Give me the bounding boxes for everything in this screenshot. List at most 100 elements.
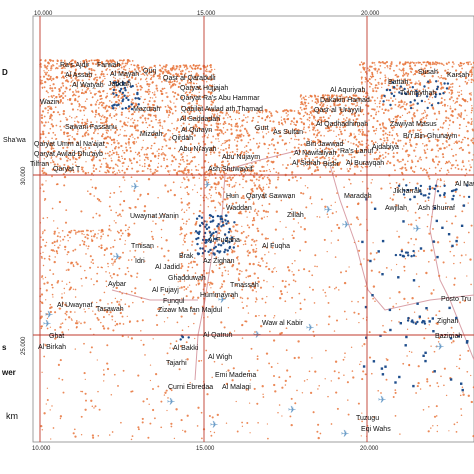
settlement-dot [457,91,459,93]
settlement-dot [462,159,464,162]
settlement-dot [406,328,409,330]
settlement-dot [201,136,204,138]
settlement-dot [262,131,264,133]
settlement-dot [331,157,334,160]
settlement-dot [324,291,327,294]
settlement-dot [455,153,457,156]
settlement-dot [261,117,264,120]
settlement-dot [237,259,239,261]
settlement-dot [210,164,213,167]
settlement-dot [349,134,352,137]
settlement-dot [44,66,47,69]
settlement-dot [181,156,183,159]
settlement-dot [77,90,80,93]
settlement-dot [261,204,264,207]
settlement-dot [104,107,107,110]
settlement-dot [333,170,335,173]
settlement-dot [158,75,161,78]
settlement-dot [118,267,121,270]
settlement-dot [104,127,107,129]
settlement-dot [376,70,379,73]
settlement-dot [108,228,111,231]
settlement-dot [183,161,185,163]
settlement-dot [82,92,85,95]
settlement-dot [66,169,69,172]
settlement-dot [198,91,200,94]
settlement-dot [466,130,469,133]
settlement-dot [435,405,438,408]
settlement-dot [245,150,248,153]
settlement-dot [145,77,148,80]
settlement-dot [276,111,279,114]
settlement-dot [169,189,172,192]
settlement-dot [115,211,117,214]
settlement-dot [281,386,284,389]
settlement-dot [305,206,308,209]
settlement-dot [155,87,158,90]
settlement-dot [181,171,184,173]
settlement-dot [181,329,184,332]
settlement-dot [339,130,342,133]
settlement-dot [452,164,455,166]
settlement-dot [165,63,168,67]
well-dot [428,187,432,191]
settlement-dot [303,137,306,140]
settlement-dot [111,61,113,63]
settlement-dot [155,118,157,121]
settlement-dot [68,98,72,101]
settlement-dot [262,209,266,213]
settlement-dot [271,143,273,145]
settlement-dot [257,109,260,113]
settlement-dot [65,209,68,212]
settlement-dot [284,379,287,383]
settlement-dot [314,254,317,257]
settlement-dot [290,137,293,140]
settlement-dot [67,240,69,242]
settlement-dot [177,86,180,88]
settlement-dot [436,382,439,384]
settlement-dot [119,301,121,303]
settlement-dot [81,285,83,287]
well-dot [224,219,227,222]
settlement-dot [222,117,225,120]
settlement-dot [436,241,440,244]
settlement-dot [85,172,87,175]
settlement-dot [336,192,338,194]
settlement-dot [93,69,96,72]
settlement-dot [152,408,155,412]
settlement-dot [421,113,423,115]
settlement-dot [130,101,133,103]
settlement-dot [89,351,92,354]
settlement-dot [74,68,78,71]
settlement-dot [268,178,271,181]
settlement-dot [46,101,48,104]
settlement-dot [108,114,112,117]
well-dot [125,96,128,100]
settlement-dot [213,151,216,154]
settlement-dot [214,206,217,209]
settlement-dot [88,125,91,128]
settlement-dot [377,390,380,392]
settlement-dot [179,65,181,67]
settlement-dot [128,206,131,209]
settlement-dot [127,121,129,123]
settlement-dot [121,125,124,128]
well-dot [414,322,418,325]
settlement-dot [75,91,78,93]
settlement-dot [191,104,193,107]
settlement-dot [444,162,447,165]
settlement-dot [216,413,219,417]
settlement-dot [69,115,71,118]
settlement-dot [116,274,119,277]
settlement-dot [295,312,297,314]
settlement-dot [290,423,293,427]
settlement-dot [248,252,250,254]
settlement-dot [340,167,343,170]
settlement-dot [162,65,165,68]
settlement-dot [161,87,164,91]
settlement-dot [471,107,474,109]
settlement-dot [96,317,99,319]
settlement-dot [389,297,391,299]
settlement-dot [272,167,275,170]
settlement-dot [246,130,248,133]
